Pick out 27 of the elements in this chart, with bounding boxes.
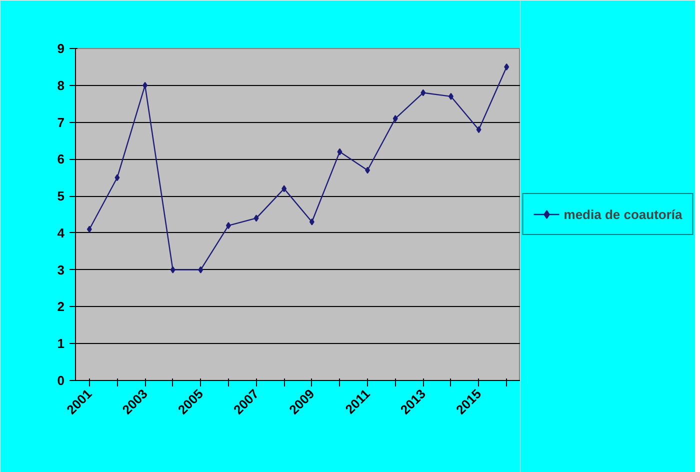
point xyxy=(365,166,370,174)
point xyxy=(476,126,482,134)
point xyxy=(226,222,231,230)
point xyxy=(448,92,454,100)
y-tick-label: 3 xyxy=(57,262,65,278)
point xyxy=(337,148,342,156)
y-tick-label: 7 xyxy=(57,114,65,130)
y-tick-label: 6 xyxy=(57,152,65,167)
y-tick-label: 5 xyxy=(57,188,65,204)
point xyxy=(198,266,204,274)
point xyxy=(420,89,426,96)
point xyxy=(282,185,287,192)
y-tick-label: 4 xyxy=(57,225,66,240)
point xyxy=(392,115,398,122)
point xyxy=(86,226,92,233)
y-tick-label: 8 xyxy=(57,78,65,93)
y-tick-label: 9 xyxy=(57,41,65,56)
y-tick-label: 2 xyxy=(57,299,65,314)
y-tick-label: 0 xyxy=(57,373,65,388)
point xyxy=(114,174,120,182)
point xyxy=(142,82,148,89)
point xyxy=(504,63,510,70)
point xyxy=(309,218,314,226)
point xyxy=(254,214,259,222)
y-tick-label: 1 xyxy=(57,336,65,352)
point xyxy=(170,266,176,274)
legend-label: media de coautoría xyxy=(564,206,682,222)
